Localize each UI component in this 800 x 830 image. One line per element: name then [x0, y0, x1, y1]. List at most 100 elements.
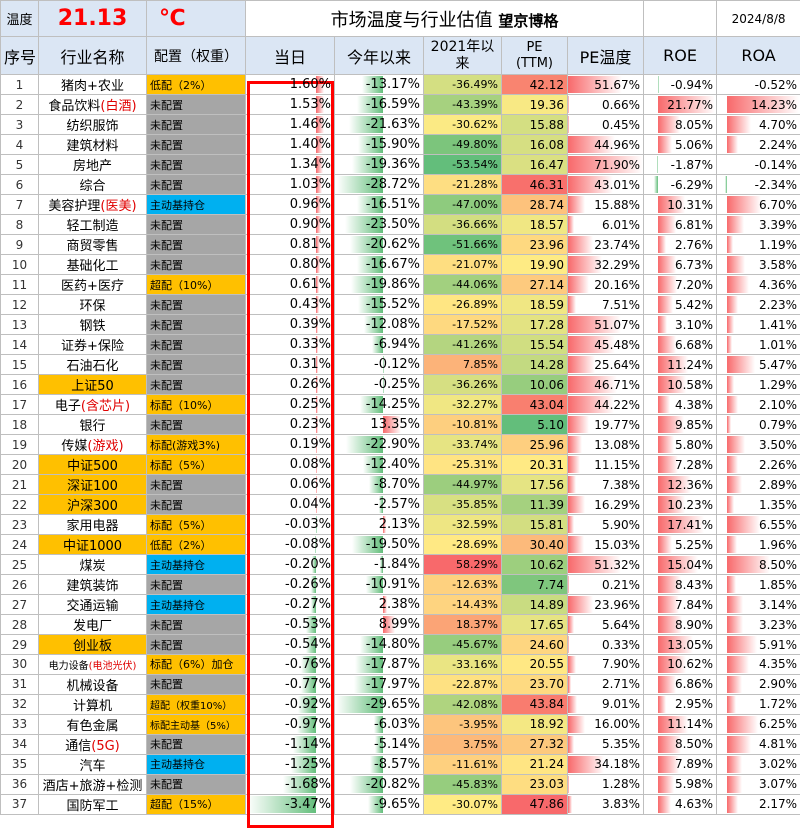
table-row: 17 电子(含芯片) 标配（10%） 0.25% -14.25% -32.27% 43.04…	[0, 394, 800, 415]
roa: 0.79%	[716, 414, 800, 435]
industry-name: 传媒(游戏)	[38, 434, 147, 455]
col-header-since2021: 2021年以来	[423, 36, 502, 75]
pe-temperature: 16.29%	[566, 494, 645, 515]
today-change-value: 1.03%	[289, 177, 331, 192]
temp-label: 温度	[0, 0, 39, 37]
since2021-change-value: -42.08%	[452, 697, 498, 711]
pe-ttm-value: 5.10	[537, 417, 564, 432]
today-change-value: 0.96%	[289, 197, 331, 212]
ytd-change: -16.51%	[334, 194, 424, 215]
row-index: 21	[0, 474, 39, 495]
today-change: 1.46%	[245, 114, 335, 135]
since2021-change: 58.29%	[423, 554, 502, 575]
roe: -0.94%	[643, 74, 718, 95]
table-row: 24 中证1000 低配（2%） -0.08% -19.50% -28.69% 30.40 1…	[0, 534, 800, 555]
ytd-change-value: -13.17%	[365, 77, 420, 92]
roe-value: 2.76%	[674, 237, 714, 252]
table-row: 33 有色金属 标配主动基（5%） -0.97% -6.03% -3.95% 18.92 16…	[0, 713, 800, 735]
pe-ttm-value: 47.86	[529, 797, 564, 812]
today-change: 0.23%	[245, 414, 335, 435]
industry-name-value: 食品饮料	[48, 99, 101, 114]
roe: 5.06%	[643, 134, 718, 155]
pe-ttm-value: 14.89	[529, 597, 564, 612]
temp-value: 21.13	[38, 0, 147, 37]
roe-value: 21.77%	[667, 97, 714, 112]
pe-ttm: 43.84	[501, 693, 568, 715]
today-change-value: 0.90%	[289, 217, 331, 232]
pe-ttm: 18.59	[501, 294, 568, 315]
since2021-change-value: -33.74%	[452, 438, 498, 451]
row-index-value: 33	[11, 717, 28, 732]
pe-temperature: 44.22%	[566, 394, 645, 415]
row-index: 36	[0, 773, 39, 795]
pe-ttm: 20.31	[501, 454, 568, 475]
roe: 8.43%	[643, 574, 718, 595]
since2021-change-value: -3.95%	[459, 717, 498, 731]
roa: 2.17%	[716, 793, 800, 815]
roe: 2.95%	[643, 693, 718, 715]
roe-value: 5.25%	[674, 537, 714, 552]
pe-ttm-value: 17.56	[529, 477, 564, 492]
pe-ttm: 10.62	[501, 554, 568, 575]
pe-temperature-value: 23.74%	[594, 237, 641, 252]
roe: 6.86%	[643, 673, 718, 695]
config-weight-value: 未配置	[150, 298, 183, 312]
pe-ttm: 21.24	[501, 753, 568, 775]
ytd-change-value: 8.99%	[378, 617, 420, 632]
pe-ttm-value: 17.65	[529, 617, 564, 632]
pe-ttm: 15.54	[501, 334, 568, 355]
industry-name: 钢铁	[38, 314, 147, 335]
roe: 5.98%	[643, 773, 718, 795]
since2021-change: -43.39%	[423, 94, 502, 115]
pe-temperature: 51.32%	[566, 554, 645, 575]
row-index: 29	[0, 634, 39, 655]
industry-name: 酒店+旅游+检测	[38, 773, 147, 795]
pe-ttm-value: 16.08	[529, 137, 564, 152]
since2021-change-value: -51.66%	[452, 238, 498, 251]
config-weight: 未配置	[146, 214, 246, 235]
today-change: 0.90%	[245, 214, 335, 235]
row-index-value: 32	[11, 697, 28, 712]
config-weight: 主动基持仓	[146, 753, 246, 775]
since2021-change: -14.43%	[423, 594, 502, 615]
config-weight: 未配置	[146, 294, 246, 315]
roe-value: -0.94%	[670, 77, 714, 92]
config-weight: 超配（权重10%）	[146, 693, 246, 715]
industry-name-value: 商贸零售	[66, 239, 119, 254]
row-index-value: 24	[11, 537, 28, 552]
ytd-change-value: -16.67%	[365, 257, 420, 272]
pe-ttm: 47.86	[501, 793, 568, 815]
roa: 2.24%	[716, 134, 800, 155]
industry-name-value: 基础化工	[66, 259, 119, 274]
pe-temperature: 0.33%	[566, 634, 645, 655]
roe: 15.04%	[643, 554, 718, 575]
ytd-change: -14.80%	[334, 634, 424, 655]
roa: 1.96%	[716, 534, 800, 555]
since2021-change: 18.37%	[423, 614, 502, 635]
roa: 2.89%	[716, 474, 800, 495]
industry-name-value: 建筑材料	[66, 139, 119, 154]
since2021-change-value: -36.66%	[452, 218, 498, 231]
pe-temperature-value: 9.01%	[601, 697, 641, 712]
since2021-change: -32.27%	[423, 394, 502, 415]
config-weight: 标配（6%）加仓	[146, 654, 246, 675]
roa: 6.70%	[716, 194, 800, 215]
pe-ttm: 17.56	[501, 474, 568, 495]
industry-name: 汽车	[38, 753, 147, 775]
table-row: 30 电力设备(电池光伏) 标配（6%）加仓 -0.76% -17.87% -33.16%…	[0, 654, 800, 675]
today-change: 0.08%	[245, 454, 335, 475]
pe-temperature-value: 5.35%	[601, 737, 641, 752]
ytd-change: -19.50%	[334, 534, 424, 555]
industry-name: 电子(含芯片)	[38, 394, 147, 415]
since2021-change-value: -45.83%	[452, 777, 498, 791]
pe-temperature-value: 0.33%	[601, 637, 641, 652]
ytd-change-value: -22.90%	[365, 437, 420, 452]
table-row: 19 传媒(游戏) 标配(游戏3%) 0.19% -22.90% -33.74% 25.96…	[0, 434, 800, 455]
pe-temperature-value: 5.90%	[601, 517, 641, 532]
roe: 6.68%	[643, 334, 718, 355]
since2021-change-value: -35.85%	[452, 498, 498, 511]
roe-value: 9.85%	[674, 417, 714, 432]
today-change-value: -0.26%	[285, 577, 331, 592]
today-change: -0.53%	[245, 614, 335, 635]
ytd-change: -19.36%	[334, 154, 424, 175]
